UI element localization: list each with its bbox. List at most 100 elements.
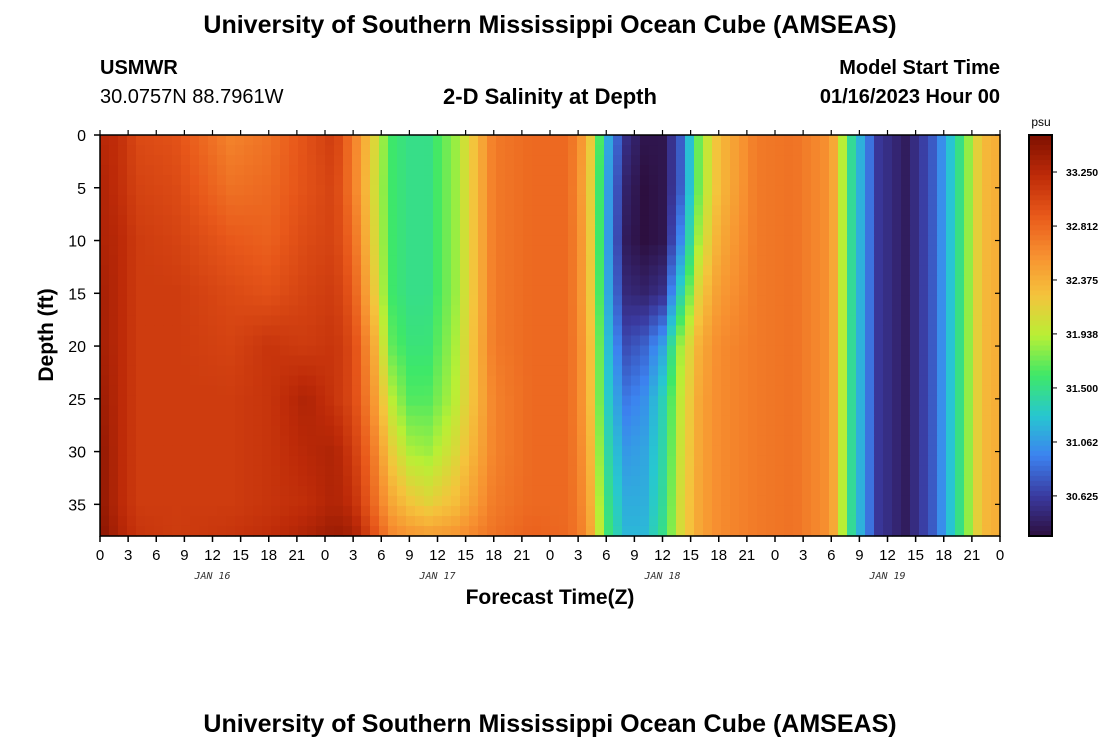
y-tick-label: 15 <box>68 286 86 303</box>
heatmap-cell <box>955 405 965 417</box>
heatmap-cell <box>676 255 686 266</box>
heatmap-cell <box>622 315 632 327</box>
heatmap-cell <box>946 195 956 206</box>
heatmap-cell <box>946 245 956 256</box>
heatmap-cell <box>127 395 137 407</box>
heatmap-cell <box>910 135 920 146</box>
heatmap-cell <box>334 515 344 527</box>
heatmap-cell <box>316 295 326 307</box>
heatmap-cell <box>685 405 695 417</box>
heatmap-cell <box>127 235 137 246</box>
colorbar-segment <box>1029 165 1052 171</box>
heatmap-cell <box>433 205 443 216</box>
heatmap-cell <box>640 145 650 156</box>
heatmap-cell <box>883 275 893 286</box>
heatmap-cell <box>172 475 182 487</box>
heatmap-cell <box>586 135 596 146</box>
heatmap-cell <box>658 445 668 457</box>
heatmap-cell <box>532 365 542 377</box>
heatmap-cell <box>109 325 119 337</box>
heatmap-cell <box>487 385 497 397</box>
heatmap-cell <box>739 405 749 417</box>
heatmap-cell <box>298 375 308 387</box>
heatmap-cell <box>217 365 227 377</box>
heatmap-cell <box>172 245 182 256</box>
heatmap-cell <box>928 195 938 206</box>
heatmap-cell <box>379 245 389 256</box>
heatmap-cell <box>577 375 587 387</box>
heatmap-cell <box>784 135 794 146</box>
heatmap-cell <box>199 495 209 507</box>
heatmap-cell <box>442 405 452 417</box>
heatmap-cell <box>253 325 263 337</box>
heatmap-cell <box>820 325 830 337</box>
heatmap-cell <box>451 435 461 447</box>
heatmap-cell <box>622 295 632 307</box>
heatmap-cell <box>937 155 947 166</box>
heatmap-cell <box>118 515 128 527</box>
heatmap-cell <box>856 145 866 156</box>
heatmap-cell <box>559 185 569 196</box>
heatmap-cell <box>550 525 560 537</box>
heatmap-cell <box>127 265 137 276</box>
heatmap-cell <box>793 415 803 427</box>
heatmap-cell <box>469 245 479 256</box>
heatmap-cell <box>604 405 614 417</box>
heatmap-cell <box>847 365 857 377</box>
heatmap-cell <box>550 265 560 276</box>
heatmap-cell <box>856 455 866 467</box>
heatmap-cell <box>334 235 344 246</box>
heatmap-cell <box>532 185 542 196</box>
heatmap-cell <box>487 485 497 497</box>
heatmap-cell <box>550 135 560 146</box>
heatmap-cell <box>775 245 785 256</box>
heatmap-cell <box>280 235 290 246</box>
heatmap-cell <box>379 505 389 517</box>
heatmap-cell <box>766 145 776 156</box>
heatmap-cell <box>568 345 578 357</box>
heatmap-cell <box>379 155 389 166</box>
heatmap-cell <box>217 295 227 307</box>
heatmap-cell <box>820 135 830 146</box>
heatmap-cell <box>586 295 596 307</box>
heatmap-cell <box>919 505 929 517</box>
heatmap-cell <box>208 435 218 447</box>
heatmap-cell <box>910 335 920 347</box>
heatmap-cell <box>640 135 650 146</box>
heatmap-cell <box>406 225 416 236</box>
heatmap-cell <box>145 435 155 447</box>
heatmap-cell <box>100 435 110 447</box>
heatmap-cell <box>901 285 911 297</box>
heatmap-cell <box>748 175 758 186</box>
heatmap-cell <box>226 395 236 407</box>
heatmap-cell <box>856 515 866 527</box>
heatmap-cell <box>118 175 128 186</box>
heatmap-cell <box>271 485 281 497</box>
heatmap-cell <box>415 205 425 216</box>
heatmap-cell <box>703 455 713 467</box>
heatmap-cell <box>658 235 668 246</box>
heatmap-cell <box>829 195 839 206</box>
heatmap-cell <box>739 275 749 286</box>
heatmap-cell <box>352 155 362 166</box>
heatmap-cell <box>676 355 686 367</box>
heatmap-cell <box>505 155 515 166</box>
heatmap-cell <box>955 455 965 467</box>
x-tick-label: 6 <box>152 547 160 564</box>
heatmap-cell <box>703 285 713 297</box>
heatmap-cell <box>442 425 452 437</box>
heatmap-cell <box>298 145 308 156</box>
heatmap-cell <box>163 345 173 357</box>
heatmap-cell <box>190 275 200 286</box>
heatmap-cell <box>775 455 785 467</box>
heatmap-cell <box>757 265 767 276</box>
heatmap-cell <box>550 365 560 377</box>
heatmap-cell <box>667 405 677 417</box>
heatmap-cell <box>532 325 542 337</box>
heatmap-cell <box>172 445 182 457</box>
heatmap-cell <box>568 515 578 527</box>
heatmap-cell <box>109 205 119 216</box>
heatmap-cell <box>595 515 605 527</box>
colorbar-segment <box>1029 375 1052 382</box>
heatmap-cell <box>829 505 839 517</box>
